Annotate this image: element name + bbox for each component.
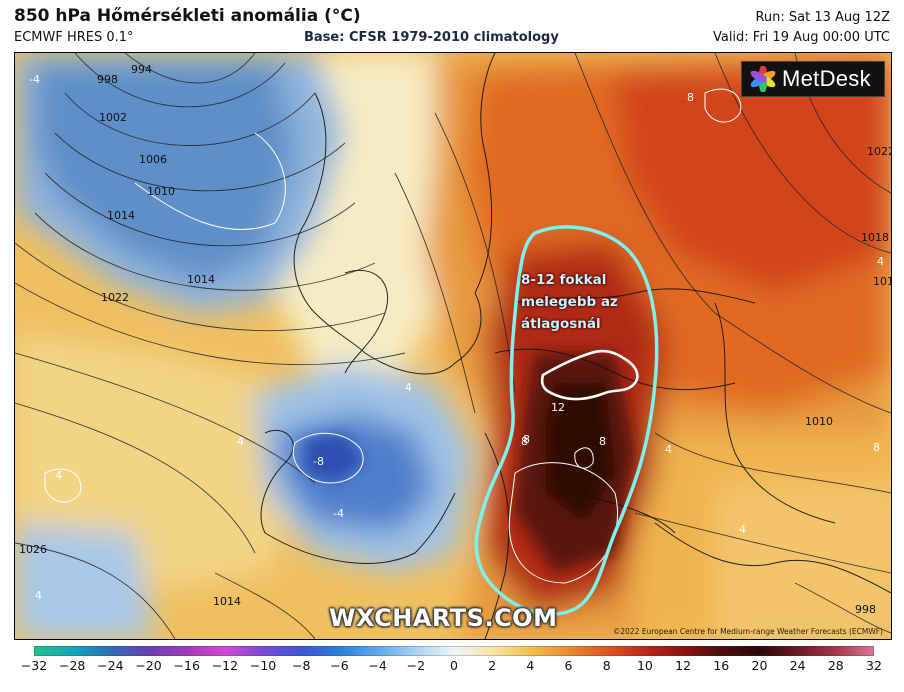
isobar-label: 1010 (805, 415, 833, 428)
run-time: Run: Sat 13 Aug 12Z (755, 10, 890, 25)
colorbar-tick-label: 28 (827, 658, 844, 673)
anomaly-label: 4 (665, 443, 672, 456)
anomaly-label: 4 (739, 523, 746, 536)
isobar-label: 1006 (139, 153, 167, 166)
colorbar-gradient (34, 646, 874, 656)
colorbar-tick-label: −28 (58, 658, 86, 673)
isobar-label: 998 (855, 603, 876, 616)
isobar-label: 1022 (101, 291, 129, 304)
isobar-label: 1014 (107, 209, 135, 222)
anomaly-label: 8 (523, 433, 530, 446)
colorbar-tick-label: 12 (675, 658, 692, 673)
annotation-line: melegebb az (521, 294, 618, 310)
colorbar-tick-label: 4 (526, 658, 535, 673)
anomaly-labels: -4 -8 -4 4 4 4 4 8 8 8 8 12 4 4 4 8 (29, 73, 884, 602)
anomaly-label: 4 (237, 435, 244, 448)
anomaly-label: 8 (521, 435, 528, 448)
colorbar-tick-label: 0 (450, 658, 458, 673)
isobar-label: 1010 (147, 185, 175, 198)
logo-text: MetDesk (782, 66, 871, 91)
colorbar-tick-label: −6 (330, 658, 349, 673)
colorbar-tick-label: −24 (97, 658, 124, 673)
isobar-label: 1014 (187, 273, 215, 286)
isobar-label: 1022 (867, 145, 891, 158)
colorbar-tick-label: −10 (249, 658, 277, 673)
chart-title: 850 hPa Hőmérsékleti anomália (°C) (14, 6, 361, 26)
colorbar-tick-label: 8 (602, 658, 611, 673)
anomaly-label: 8 (873, 441, 880, 454)
colorbar (34, 646, 874, 656)
colorbar-tick-label: −16 (173, 658, 200, 673)
colorbar-tick-label: 24 (789, 658, 806, 673)
annotation-text: 8-12 fokkal melegebb az átlagosnál (521, 269, 631, 335)
anomaly-label: 8 (687, 91, 694, 104)
colorbar-tick-label: 6 (564, 658, 573, 673)
colorbar-tick-label: 32 (866, 658, 882, 673)
copyright-note: ©2022 European Centre for Medium-range W… (612, 627, 883, 636)
colorbar-tick-label: −20 (135, 658, 162, 673)
colorbar-tick-label: 16 (713, 658, 730, 673)
hungary-outline (540, 349, 639, 401)
isobar-label: 1014 (213, 595, 241, 608)
isobar-label: 1002 (99, 111, 127, 124)
isobar-label: 994 (131, 63, 152, 76)
colorbar-tick-label: 20 (751, 658, 768, 673)
anomaly-label: 4 (35, 589, 42, 602)
valid-time: Valid: Fri 19 Aug 00:00 UTC (712, 30, 890, 45)
colorbar-ticks: −32 −28 −24 −20 −16 −12 −10 −8 −6 −4 −2 0 2 4 6 8 10 12 16… (0, 658, 904, 678)
coastlines (260, 53, 891, 639)
anomaly-label: 8 (599, 435, 606, 448)
colorbar-tick-label: −4 (368, 658, 387, 673)
map-canvas: 994 998 1002 1006 1010 1014 1014 1022 10… (15, 53, 891, 639)
anomaly-map[interactable]: 994 998 1002 1006 1010 1014 1014 1022 10… (14, 52, 892, 640)
model-label: ECMWF HRES 0.1° (14, 30, 134, 45)
colorbar-tick-label: −2 (406, 658, 426, 673)
isobar-label: 1018 (861, 231, 889, 244)
anomaly-label: 4 (55, 469, 62, 482)
colorbar-tick-label: −8 (292, 658, 311, 673)
isobar-label: 998 (97, 73, 118, 86)
isobar-label: 1014 (873, 275, 891, 288)
anomaly-label: 4 (877, 255, 884, 268)
climatology-base: Base: CFSR 1979-2010 climatology (304, 30, 559, 45)
annotation-outline (474, 225, 659, 616)
metdesk-logo[interactable]: MetDesk (741, 61, 885, 97)
colorbar-tick-label: −12 (211, 658, 239, 673)
metdesk-flower-icon (750, 66, 776, 92)
anomaly-label: -8 (313, 455, 324, 468)
colorbar-tick-label: 10 (636, 658, 653, 673)
colorbar-tick-label: −32 (20, 658, 48, 673)
anomaly-label: -4 (333, 507, 344, 520)
annotation-line: 8-12 fokkal (521, 272, 607, 288)
wxcharts-watermark: WXCHARTS.COM (329, 604, 558, 632)
isobar-label: 1026 (19, 543, 47, 556)
anomaly-label: -4 (29, 73, 40, 86)
isobar-labels: 994 998 1002 1006 1010 1014 1014 1022 10… (19, 63, 891, 616)
anomaly-label: 4 (405, 381, 412, 394)
annotation-line: átlagosnál (521, 316, 601, 332)
anomaly-label: 12 (551, 401, 565, 414)
colorbar-tick-label: 2 (488, 658, 497, 673)
